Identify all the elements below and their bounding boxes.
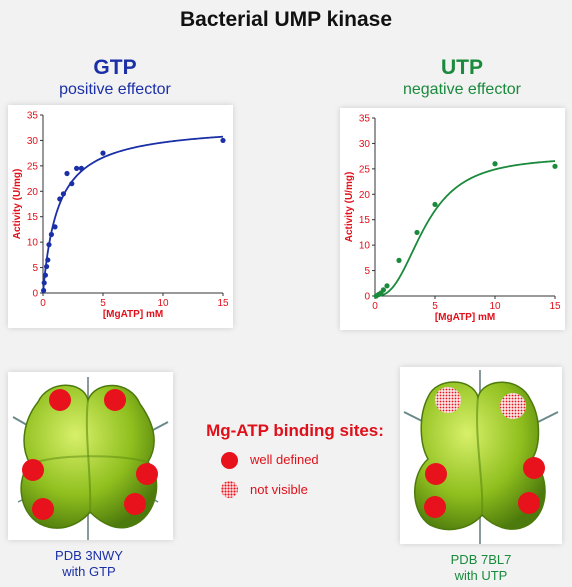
data-point	[69, 181, 75, 187]
x-tick-label: 5	[100, 298, 106, 309]
utp-chart-panel: 0 5 10 15 20 25 30 35 0 5 10 15 [MgATP] mM Activity (…	[340, 108, 565, 330]
page-title: Bacterial UMP kinase	[179, 8, 393, 31]
legend-well-defined: well defined	[250, 452, 319, 467]
x-tick-label: 15	[549, 301, 561, 312]
effector-gtp-role: positive effector	[59, 81, 171, 98]
well-defined-marker	[221, 452, 238, 469]
fit-curve	[42, 135, 224, 294]
y-tick-label: 30	[27, 136, 39, 147]
gtp-chart-panel: 0 5 10 15 20 25 30 35 0 5 10 15 [MgATP] mM Activity (…	[8, 105, 233, 328]
pdb-7bl7-label: PDB 7BL7	[450, 552, 512, 567]
pdb-3nwy-label: PDB 3NWY	[55, 548, 123, 563]
y-tick-label: 15	[27, 212, 39, 223]
y-axis-label: Activity (U/mg)	[344, 172, 355, 243]
gtp-activity-chart: 0 5 10 15 20 25 30 35 0 5 10 15 [MgATP] mM Activity (…	[12, 111, 229, 321]
y-tick-label: 5	[32, 263, 38, 274]
y-tick-label: 25	[27, 161, 39, 172]
effector-utp-name: UTP	[441, 56, 483, 79]
legend-not-visible: not visible	[250, 482, 308, 497]
y-tick-label: 10	[27, 238, 39, 249]
data-point	[48, 231, 55, 238]
binding-sites-title: Mg-ATP binding sites:	[206, 421, 384, 440]
data-point	[492, 161, 498, 167]
ligand-gtp-label: with GTP	[62, 564, 116, 579]
data-point	[44, 263, 50, 270]
x-axis-label: [MgATP] mM	[103, 309, 163, 320]
y-tick-label: 0	[364, 292, 370, 303]
effector-utp-role: negative effector	[402, 81, 521, 98]
structure-7bl7-panel	[400, 367, 562, 544]
data-point	[380, 287, 386, 293]
data-point	[78, 165, 84, 171]
y-tick-label: 20	[27, 187, 39, 198]
x-tick-label: 0	[40, 298, 46, 309]
structure-7bl7-caption: PDB 7BL7 with UTP	[406, 552, 556, 584]
data-point	[220, 137, 226, 144]
fit-curve	[374, 160, 556, 297]
y-tick-label: 10	[359, 241, 371, 252]
data-point	[432, 201, 438, 208]
data-point	[414, 229, 420, 236]
data-point	[45, 257, 51, 263]
utp-activity-chart: 0 5 10 15 20 25 30 35 0 5 10 15 [MgATP] mM Activity (…	[344, 114, 561, 324]
y-tick-label: 30	[359, 139, 371, 150]
x-tick-label: 10	[157, 298, 169, 309]
y-tick-label: 35	[359, 114, 371, 125]
x-tick-label: 0	[372, 301, 378, 312]
data-point	[64, 170, 70, 177]
structure-3nwy-image	[12, 377, 169, 540]
ligand-utp-label: with UTP	[454, 568, 508, 583]
data-point	[52, 224, 58, 230]
data-point	[552, 163, 558, 169]
x-tick-label: 10	[489, 301, 501, 312]
y-tick-label: 25	[359, 164, 371, 175]
data-point	[41, 280, 47, 286]
y-tick-label: 5	[364, 266, 370, 277]
y-tick-label: 35	[27, 111, 39, 122]
data-point	[57, 196, 63, 202]
structure-3nwy-caption: PDB 3NWY with GTP	[14, 548, 164, 580]
y-tick-label: 15	[359, 215, 371, 226]
structure-7bl7-image	[403, 370, 559, 544]
data-point	[60, 191, 66, 197]
y-tick-label: 20	[359, 190, 371, 201]
data-point	[396, 257, 402, 263]
data-point	[74, 165, 80, 171]
structure-3nwy-panel	[8, 372, 173, 540]
data-point	[100, 150, 106, 156]
x-axis-label: [MgATP] mM	[435, 312, 495, 323]
data-point	[41, 287, 47, 294]
data-point	[42, 272, 49, 278]
not-visible-marker	[221, 481, 238, 498]
data-point	[46, 242, 52, 248]
y-axis-label: Activity (U/mg)	[12, 169, 23, 240]
x-tick-label: 5	[432, 301, 438, 312]
y-tick-label: 0	[32, 289, 38, 300]
effector-gtp-name: GTP	[93, 56, 137, 79]
data-point	[384, 283, 390, 289]
x-tick-label: 15	[217, 298, 229, 309]
